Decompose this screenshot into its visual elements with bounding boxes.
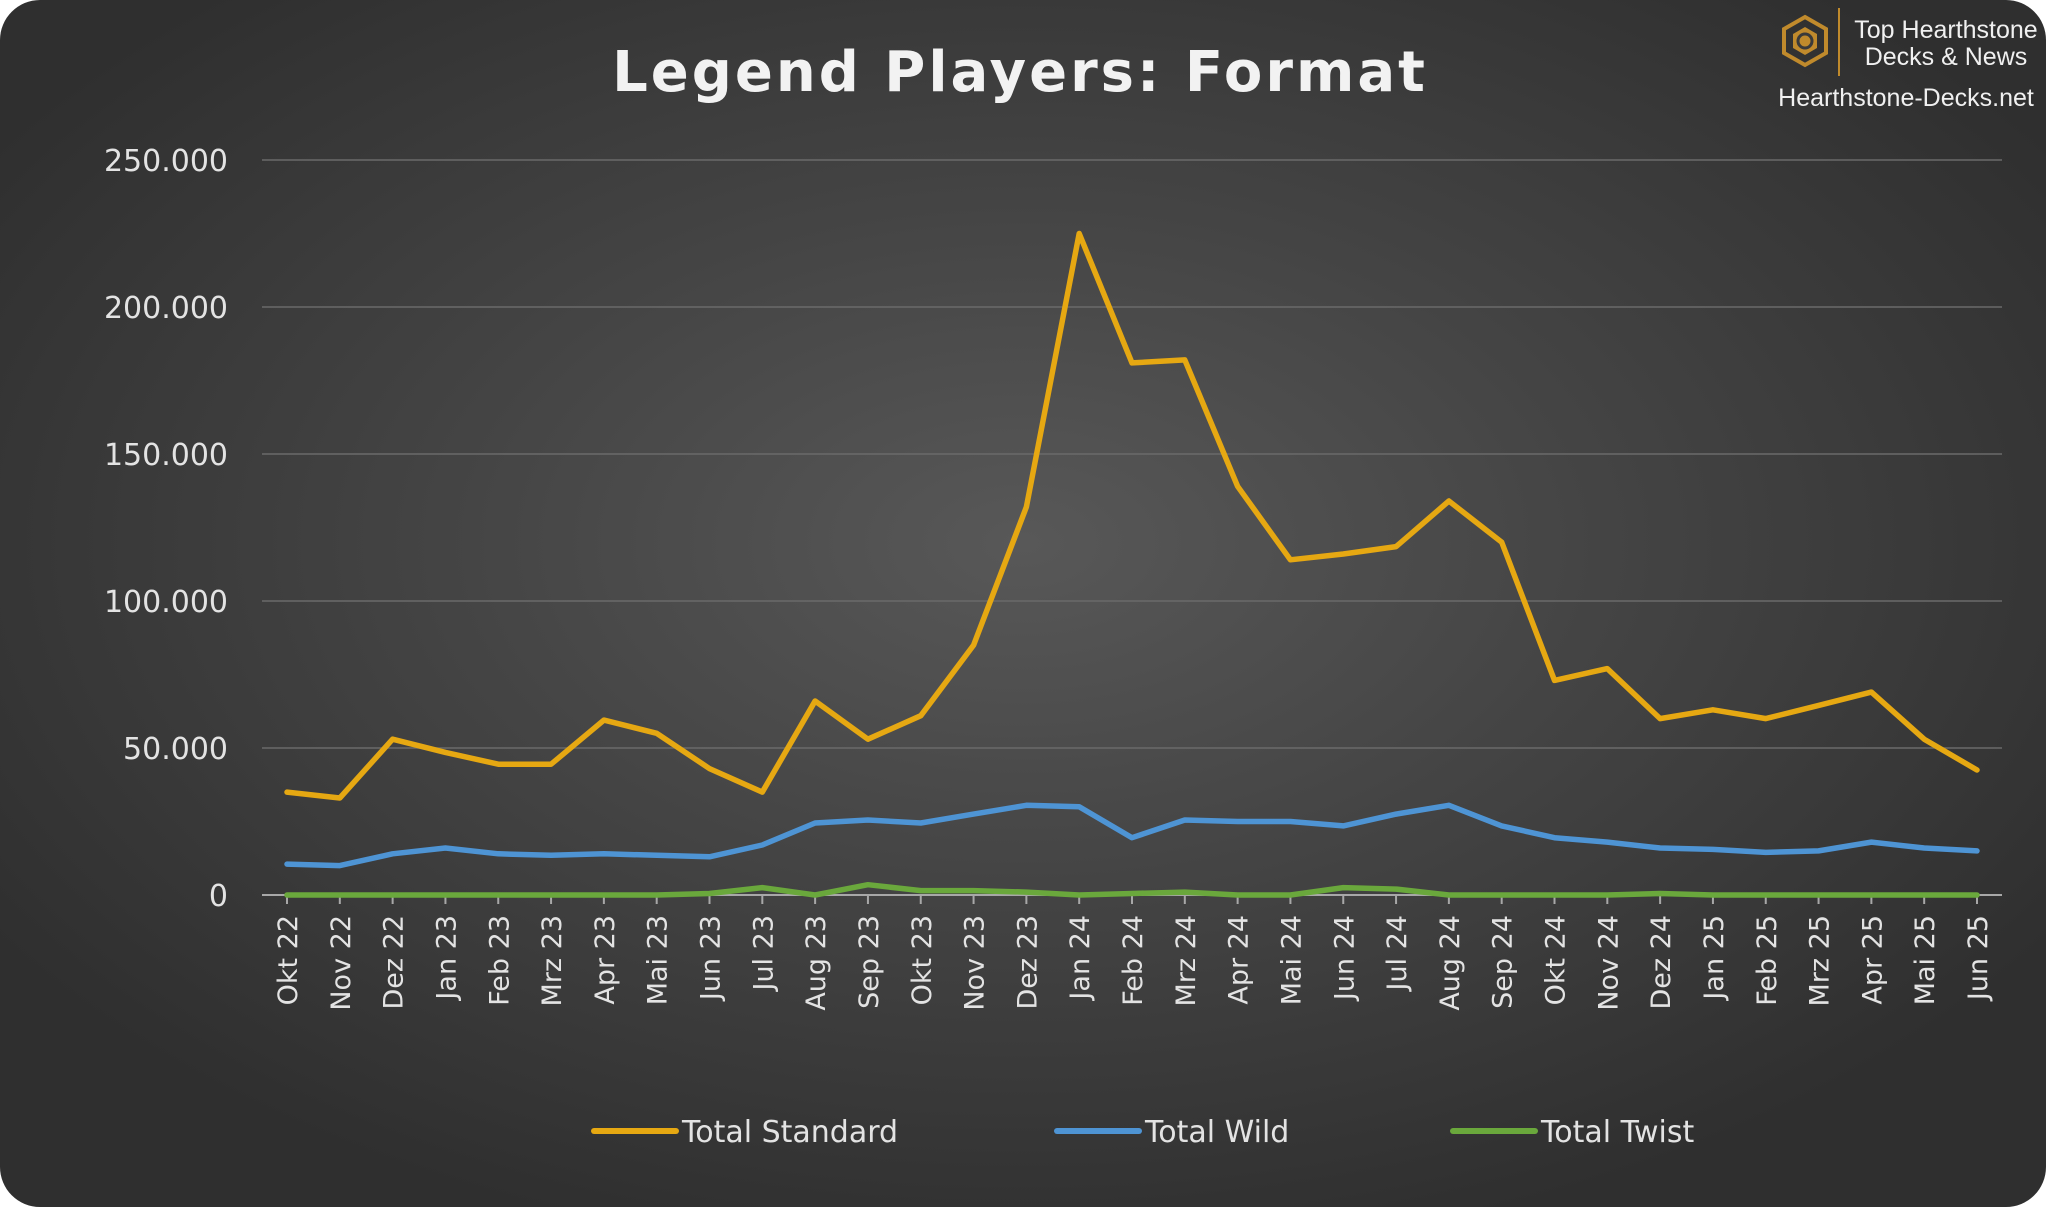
x-tick-label: Apr 24 <box>1224 915 1255 1005</box>
x-tick-label: Mrz 24 <box>1171 915 1202 1007</box>
y-tick-label: 150.000 <box>104 438 228 473</box>
x-tick-label: Nov 23 <box>960 915 991 1011</box>
legend-label-twist: Total Twist <box>1540 1115 1694 1150</box>
x-tick-label: Okt 24 <box>1541 915 1572 1005</box>
x-tick-label: Apr 23 <box>590 915 621 1005</box>
y-tick-label: 50.000 <box>123 732 228 767</box>
x-tick-label: Jul 24 <box>1382 915 1413 993</box>
legend-item-standard[interactable]: Total Standard <box>591 1115 898 1150</box>
legend-item-wild[interactable]: Total Wild <box>1054 1115 1289 1150</box>
x-tick-label: Feb 25 <box>1752 915 1783 1006</box>
legend-label-wild: Total Wild <box>1144 1115 1289 1150</box>
x-tick-label: Jun 24 <box>1329 915 1360 1002</box>
x-tick-label: Nov 22 <box>326 915 357 1011</box>
x-tick-label: Mrz 23 <box>537 915 568 1007</box>
x-tick-label: Sep 23 <box>854 915 885 1009</box>
x-tick-label: Mrz 25 <box>1805 915 1836 1007</box>
x-tick-label: Jan 25 <box>1699 915 1730 1002</box>
branding-line2: Decks & News <box>1865 43 2028 71</box>
x-tick-label: Aug 23 <box>801 915 832 1011</box>
y-tick-label: 200.000 <box>104 291 228 326</box>
x-tick-label: Dez 23 <box>1012 915 1043 1010</box>
series-line-total-standard <box>284 230 1980 801</box>
x-tick-label: Jun 23 <box>696 915 727 1002</box>
branding-line1: Top Hearthstone <box>1854 16 2037 44</box>
x-tick-label: Mai 25 <box>1910 915 1941 1005</box>
x-tick-label: Jan 24 <box>1065 915 1096 1002</box>
series-lines <box>284 230 1980 898</box>
x-tick-label: Jan 23 <box>431 915 462 1002</box>
series-line-total-wild <box>284 802 1980 869</box>
x-tick-label: Nov 24 <box>1593 915 1624 1011</box>
x-tick-label: Feb 23 <box>484 915 515 1006</box>
x-tick-label: Okt 22 <box>273 915 304 1005</box>
chart-title: Legend Players: Format <box>612 40 1428 105</box>
x-tick-label: Apr 25 <box>1857 915 1888 1005</box>
gridlines <box>262 159 2002 749</box>
y-tick-label: 100.000 <box>104 585 228 620</box>
x-tick-label: Sep 24 <box>1488 915 1519 1009</box>
x-axis-ticks: Okt 22 Nov 22 Dez 22 Jan 23 Feb 23 Mrz 23 Apr … <box>273 895 1994 1011</box>
y-tick-label: 250.000 <box>104 144 228 179</box>
x-tick-label: Jul 23 <box>748 915 779 993</box>
branding: Top Hearthstone Decks & News Hearthstone… <box>1778 8 2038 112</box>
x-tick-label: Mai 24 <box>1276 915 1307 1005</box>
x-tick-label: Dez 24 <box>1646 915 1677 1010</box>
branding-site[interactable]: Hearthstone-Decks.net <box>1778 84 2034 112</box>
hearthstone-logo-icon <box>1782 14 1828 68</box>
x-tick-label: Feb 24 <box>1118 915 1149 1006</box>
series-line-total-twist <box>284 881 1980 898</box>
x-tick-label: Mai 23 <box>643 915 674 1005</box>
y-axis-ticks: 0 50.000 100.000 150.000 200.000 250.000 <box>104 144 228 914</box>
legend-label-standard: Total Standard <box>681 1115 898 1150</box>
x-tick-label: Okt 23 <box>907 915 938 1005</box>
x-tick-label: Dez 22 <box>379 915 410 1010</box>
y-tick-label: 0 <box>209 879 228 914</box>
x-tick-label: Aug 24 <box>1435 915 1466 1011</box>
legend: Total Standard Total Wild Total Twist <box>591 1115 1694 1150</box>
x-tick-label: Jun 25 <box>1963 915 1994 1002</box>
legend-item-twist[interactable]: Total Twist <box>1450 1115 1694 1150</box>
